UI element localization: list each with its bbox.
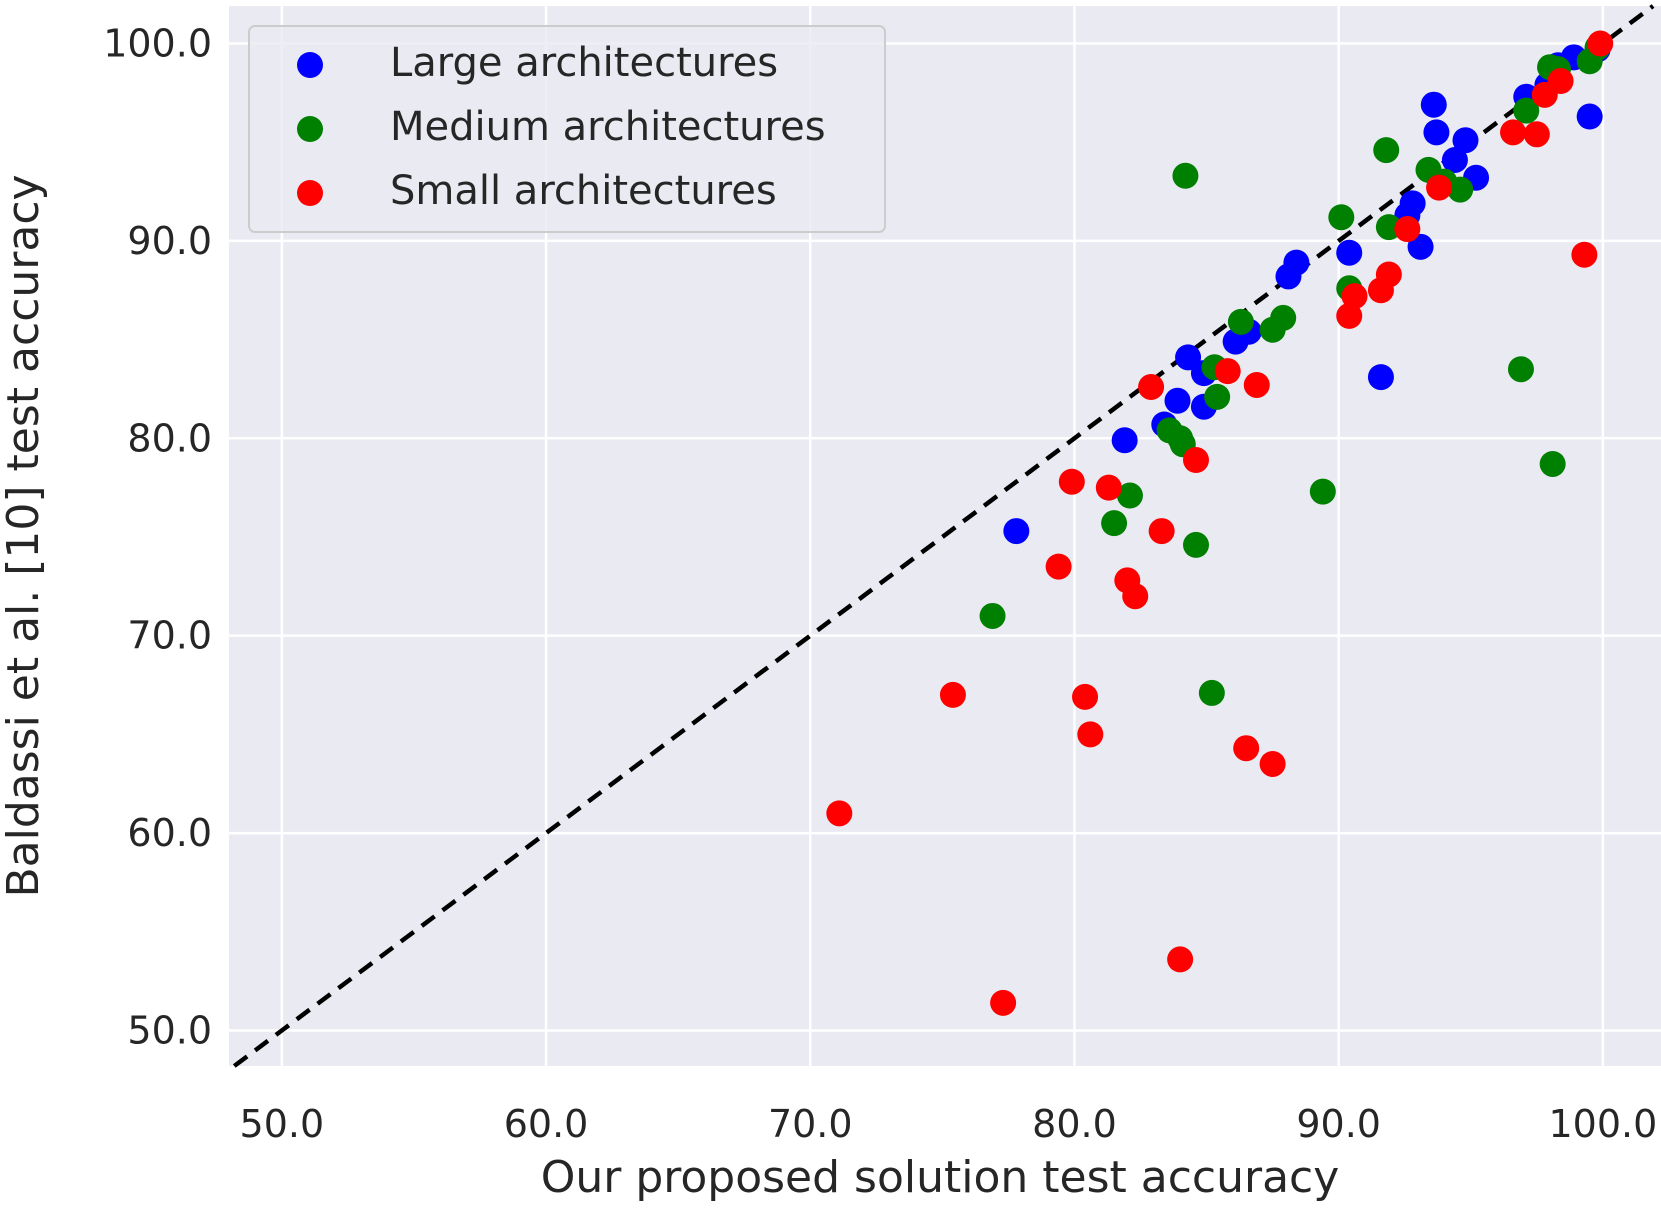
data-point xyxy=(1259,750,1286,777)
data-point xyxy=(1198,679,1225,706)
data-point xyxy=(826,800,853,827)
data-point xyxy=(1243,371,1270,398)
data-point xyxy=(1373,137,1400,164)
data-point xyxy=(990,989,1017,1016)
data-point xyxy=(1138,373,1165,400)
x-tick-label: 50.0 xyxy=(240,1102,325,1146)
data-point xyxy=(1003,518,1030,545)
data-point xyxy=(1375,261,1402,288)
legend-label-medium: Medium architectures xyxy=(390,104,826,150)
data-point xyxy=(1101,510,1128,537)
data-points xyxy=(826,30,1614,1016)
data-point xyxy=(1423,119,1450,146)
y-tick-label: 70.0 xyxy=(127,614,212,658)
data-point xyxy=(1167,946,1194,973)
data-point xyxy=(1283,249,1310,276)
reference-line-group xyxy=(232,4,1655,1068)
legend: Large architectures Medium architectures… xyxy=(248,25,886,233)
data-point xyxy=(1341,283,1368,310)
data-point xyxy=(1420,91,1447,118)
data-point xyxy=(1204,383,1231,410)
data-point xyxy=(1336,239,1363,266)
data-point xyxy=(1045,553,1072,580)
data-point xyxy=(1571,241,1598,268)
data-point xyxy=(1507,356,1534,383)
legend-label-small: Small architectures xyxy=(390,168,777,214)
legend-label-large: Large architectures xyxy=(390,40,778,86)
data-point xyxy=(1399,190,1426,217)
series-2 xyxy=(826,30,1614,1016)
data-point xyxy=(1095,474,1122,501)
data-point xyxy=(1500,119,1527,146)
y-axis-ticks: 50.0 60.0 70.0 80.0 90.0 100.0 xyxy=(103,22,212,1053)
data-point xyxy=(1309,478,1336,505)
data-point xyxy=(1233,735,1260,762)
data-point xyxy=(1367,364,1394,391)
legend-marker-large xyxy=(297,52,323,78)
data-point xyxy=(1394,216,1421,243)
data-point xyxy=(1072,683,1099,710)
x-tick-label: 80.0 xyxy=(1032,1102,1117,1146)
data-point xyxy=(1407,233,1434,260)
data-point xyxy=(1164,387,1191,414)
data-point xyxy=(979,602,1006,629)
data-point xyxy=(1175,344,1202,371)
data-point xyxy=(1547,68,1574,95)
data-point xyxy=(1058,468,1085,495)
data-point xyxy=(1214,358,1241,385)
data-point xyxy=(1576,103,1603,130)
data-point xyxy=(1539,450,1566,477)
data-point xyxy=(1122,583,1149,610)
y-tick-label: 80.0 xyxy=(127,416,212,460)
x-axis-label: Our proposed solution test accuracy xyxy=(541,1152,1340,1203)
data-point xyxy=(1523,121,1550,148)
x-tick-label: 90.0 xyxy=(1296,1102,1381,1146)
data-point xyxy=(939,681,966,708)
data-point xyxy=(1441,146,1468,173)
data-point xyxy=(1513,97,1540,124)
y-tick-label: 100.0 xyxy=(103,22,212,66)
data-point xyxy=(1452,127,1479,154)
data-point xyxy=(1111,427,1138,454)
x-tick-label: 60.0 xyxy=(504,1102,589,1146)
data-point xyxy=(1426,174,1453,201)
data-point xyxy=(1447,176,1474,203)
y-tick-label: 90.0 xyxy=(127,219,212,263)
data-point xyxy=(1336,302,1363,329)
data-point xyxy=(1148,518,1175,545)
legend-marker-medium xyxy=(297,116,323,142)
y-axis-label: Baldassi et al. [10] test accuracy xyxy=(0,174,49,897)
legend-marker-small xyxy=(297,180,323,206)
x-tick-label: 100.0 xyxy=(1548,1102,1657,1146)
data-point xyxy=(1182,447,1209,474)
data-point xyxy=(1227,308,1254,335)
y-tick-label: 50.0 xyxy=(127,1008,212,1052)
data-point xyxy=(1270,304,1297,331)
legend-frame xyxy=(248,25,886,233)
reference-line xyxy=(232,4,1655,1068)
data-point xyxy=(1587,30,1614,57)
data-point xyxy=(1116,482,1143,509)
data-point xyxy=(1182,531,1209,558)
data-point xyxy=(1328,204,1355,231)
data-point xyxy=(1077,721,1104,748)
x-axis-ticks: 50.0 60.0 70.0 80.0 90.0 100.0 xyxy=(240,1102,1658,1146)
data-point xyxy=(1172,162,1199,189)
x-tick-label: 70.0 xyxy=(768,1102,853,1146)
y-tick-label: 60.0 xyxy=(127,811,212,855)
